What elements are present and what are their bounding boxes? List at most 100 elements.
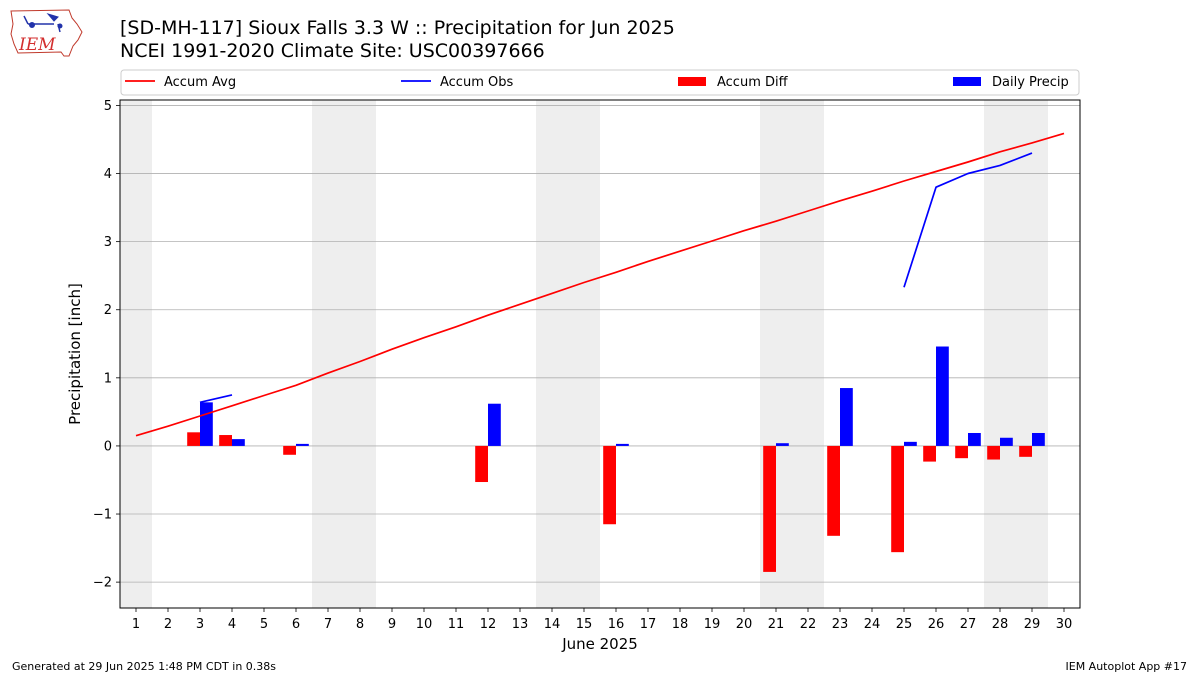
x-tick-label-29: 29: [1024, 617, 1041, 632]
x-tick-label-21: 21: [768, 617, 785, 632]
accum-diff-bar-day-4: [219, 435, 232, 446]
accum-avg-line: [135, 132, 1065, 437]
legend-swatch-daily-precip: [953, 77, 981, 86]
y-tick-label-1: −1: [93, 508, 112, 523]
x-tick-label-24: 24: [864, 617, 881, 632]
x-tick-label-17: 17: [640, 617, 657, 632]
x-tick-label-22: 22: [800, 617, 817, 632]
y-tick-label-5: 3: [104, 235, 112, 250]
x-tick-label-15: 15: [576, 617, 593, 632]
chart-title: [SD-MH-117] Sioux Falls 3.3 W :: Precipi…: [120, 17, 675, 39]
x-tick-label-27: 27: [960, 617, 977, 632]
y-tick-label-0: −2: [93, 576, 112, 591]
weekend-shade-day-8: [344, 100, 376, 608]
x-tick-label-30: 30: [1056, 617, 1073, 632]
legend-label-accum-avg: Accum Avg: [164, 75, 236, 90]
accum-diff-bar-day-21: [763, 445, 776, 572]
x-tick-label-8: 8: [356, 617, 364, 632]
x-tick-label-3: 3: [196, 617, 204, 632]
accum-diff-bar-day-12: [475, 445, 488, 483]
logo-text: IEM: [18, 35, 56, 55]
x-tick-label-18: 18: [672, 617, 689, 632]
accum-diff-bar-day-29: [1019, 445, 1032, 457]
x-tick-label-16: 16: [608, 617, 625, 632]
daily-precip-bar-day-28: [1000, 437, 1013, 446]
daily-precip-bar-day-21: [776, 443, 789, 446]
footer-generated-note: Generated at 29 Jun 2025 1:48 PM CDT in …: [12, 660, 277, 673]
legend-label-accum-obs: Accum Obs: [440, 75, 513, 90]
x-tick-label-28: 28: [992, 617, 1009, 632]
weekend-shade-day-7: [312, 100, 344, 608]
legend-label-daily-precip: Daily Precip: [992, 75, 1069, 90]
x-tick-label-14: 14: [544, 617, 561, 632]
x-tick-label-2: 2: [164, 617, 172, 632]
daily-precip-bar-day-25: [904, 441, 917, 446]
y-tick-label-4: 2: [104, 303, 112, 318]
accum-diff-bar-day-25: [891, 445, 904, 553]
lines: [135, 132, 1065, 437]
x-axis-label: June 2025: [561, 635, 638, 653]
y-tick-label-2: 0: [104, 439, 112, 454]
accum-diff-bar-day-6: [283, 445, 296, 455]
legend-item-accum-avg: Accum Avg: [125, 75, 236, 90]
daily-precip-bar-day-26: [936, 346, 949, 446]
weekend-shade-day-1: [120, 100, 152, 608]
x-tick-label-10: 10: [416, 617, 433, 632]
x-tick-label-19: 19: [704, 617, 721, 632]
chart-subtitle: NCEI 1991-2020 Climate Site: USC00397666: [120, 40, 545, 62]
iem-logo: IEM: [10, 9, 83, 57]
legend-item-accum-obs: Accum Obs: [401, 75, 513, 90]
x-tick-label-26: 26: [928, 617, 945, 632]
legend-label-accum-diff: Accum Diff: [717, 75, 789, 90]
y-axis-label: Precipitation [inch]: [66, 283, 84, 425]
daily-precip-bar-day-29: [1032, 432, 1045, 446]
daily-precip-bar-day-27: [968, 432, 981, 446]
accum-obs-line-1: [903, 152, 1033, 288]
y-tick-label-7: 5: [104, 99, 112, 114]
x-tick-label-4: 4: [228, 617, 236, 632]
accum-diff-bar-day-28: [987, 445, 1000, 460]
daily-precip-bar-day-12: [488, 403, 501, 446]
accum-diff-bar-day-27: [955, 445, 968, 459]
accum-diff-bar-day-16: [603, 445, 616, 525]
accum-obs-line-0: [199, 394, 233, 404]
weekend-shade-day-14: [536, 100, 568, 608]
weekend-shading: [120, 100, 1048, 608]
daily-precip-bar-day-4: [232, 439, 245, 446]
iowa-outline-icon: [10, 9, 83, 57]
legend-frame: [120, 69, 1080, 96]
weekend-shade-day-22: [792, 100, 824, 608]
legend-item-accum-diff: Accum Diff: [678, 75, 789, 90]
daily-precip-bar-day-16: [616, 443, 629, 446]
x-tick-label-9: 9: [388, 617, 396, 632]
weekend-shade-day-29: [1016, 100, 1048, 608]
footer-app-id: IEM Autoplot App #17: [1065, 660, 1188, 673]
daily-precip-bar-day-23: [840, 388, 853, 446]
x-tick-label-7: 7: [324, 617, 332, 632]
x-tick-label-12: 12: [480, 617, 497, 632]
x-tick-label-11: 11: [448, 617, 465, 632]
grid-lines: [120, 105, 1080, 583]
y-tick-label-6: 4: [104, 167, 112, 182]
x-tick-label-23: 23: [832, 617, 849, 632]
weekend-shade-day-15: [568, 100, 600, 608]
x-tick-label-1: 1: [132, 617, 140, 632]
accum-diff-bar-day-23: [827, 445, 840, 536]
legend-swatch-accum-diff: [678, 77, 706, 86]
x-tick-label-13: 13: [512, 617, 529, 632]
daily-precip-bar-day-6: [296, 443, 309, 446]
y-tick-label-3: 1: [104, 371, 112, 386]
legend: Accum Avg Accum Obs Accum Diff Daily Pre…: [120, 69, 1080, 96]
x-tick-label-25: 25: [896, 617, 913, 632]
x-tick-label-20: 20: [736, 617, 753, 632]
legend-item-daily-precip: Daily Precip: [953, 75, 1069, 90]
weather-instruments-icon: [23, 13, 63, 33]
accum-diff-bar-day-26: [923, 445, 936, 462]
plot-frame: [119, 99, 1081, 609]
accum-diff-bar-day-3: [187, 432, 200, 446]
x-tick-label-5: 5: [260, 617, 268, 632]
x-tick-label-6: 6: [292, 617, 300, 632]
weekend-shade-day-28: [984, 100, 1016, 608]
